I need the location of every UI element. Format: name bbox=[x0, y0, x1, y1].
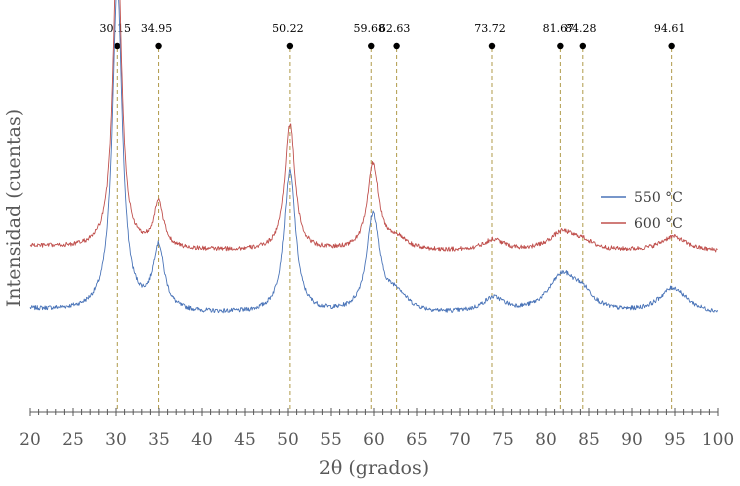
peak-label: 94.61 bbox=[654, 22, 686, 35]
x-axis: 20 25 30 35 40 45 50 55 60 65 70 75 80 85 90 95 100 bbox=[19, 408, 734, 450]
peak-marker bbox=[393, 42, 400, 50]
peak-label: 62.63 bbox=[379, 22, 411, 35]
x-tick-label: 95 bbox=[664, 430, 686, 450]
peak-label: 50.22 bbox=[272, 22, 304, 35]
series-line-1 bbox=[29, 0, 718, 253]
y-axis-title: Intensidad (cuentas) bbox=[3, 109, 25, 307]
legend-label-550: 550 °C bbox=[634, 190, 683, 206]
peak-label: 73.72 bbox=[474, 22, 506, 35]
reference-lines bbox=[116, 48, 673, 412]
peak-marker bbox=[668, 42, 675, 50]
x-tick-label: 45 bbox=[234, 430, 256, 450]
x-ticks bbox=[29, 408, 719, 416]
peak-marker bbox=[155, 42, 162, 50]
legend: 550 °C 600 °C bbox=[601, 190, 683, 232]
peak-marker bbox=[557, 42, 564, 50]
x-tick-label: 80 bbox=[535, 430, 557, 450]
legend-label-600: 600 °C bbox=[634, 216, 683, 232]
x-tick-label: 35 bbox=[148, 430, 170, 450]
peak-label: 59.68 bbox=[353, 22, 385, 35]
x-tick-label: 20 bbox=[19, 430, 41, 450]
x-tick-label: 65 bbox=[406, 430, 428, 450]
series-layer bbox=[29, 0, 718, 314]
x-tick-labels: 20 25 30 35 40 45 50 55 60 65 70 75 80 85 90 95 100 bbox=[19, 430, 734, 450]
peak-marker bbox=[579, 42, 587, 50]
x-tick-label: 100 bbox=[702, 430, 734, 450]
x-tick-label: 75 bbox=[492, 430, 514, 450]
peak-marker bbox=[114, 42, 121, 50]
x-tick-label: 85 bbox=[578, 430, 600, 450]
peak-label: 34.95 bbox=[141, 22, 173, 35]
x-axis-title: 2θ (grados) bbox=[319, 457, 429, 479]
x-tick-label: 30 bbox=[105, 430, 127, 450]
peak-marker bbox=[286, 42, 294, 50]
peak-marker bbox=[368, 42, 375, 50]
peak-label: 81.67 bbox=[543, 22, 575, 35]
x-tick-label: 40 bbox=[191, 430, 213, 450]
peak-label: 84.28 bbox=[565, 22, 597, 35]
x-tick-label: 60 bbox=[363, 430, 385, 450]
x-tick-label: 90 bbox=[621, 430, 643, 450]
peak-marker bbox=[488, 42, 496, 50]
x-tick-label: 55 bbox=[320, 430, 342, 450]
series-line-0 bbox=[29, 0, 718, 314]
x-tick-label: 50 bbox=[277, 430, 299, 450]
x-tick-label: 25 bbox=[62, 430, 84, 450]
x-tick-label: 70 bbox=[449, 430, 471, 450]
